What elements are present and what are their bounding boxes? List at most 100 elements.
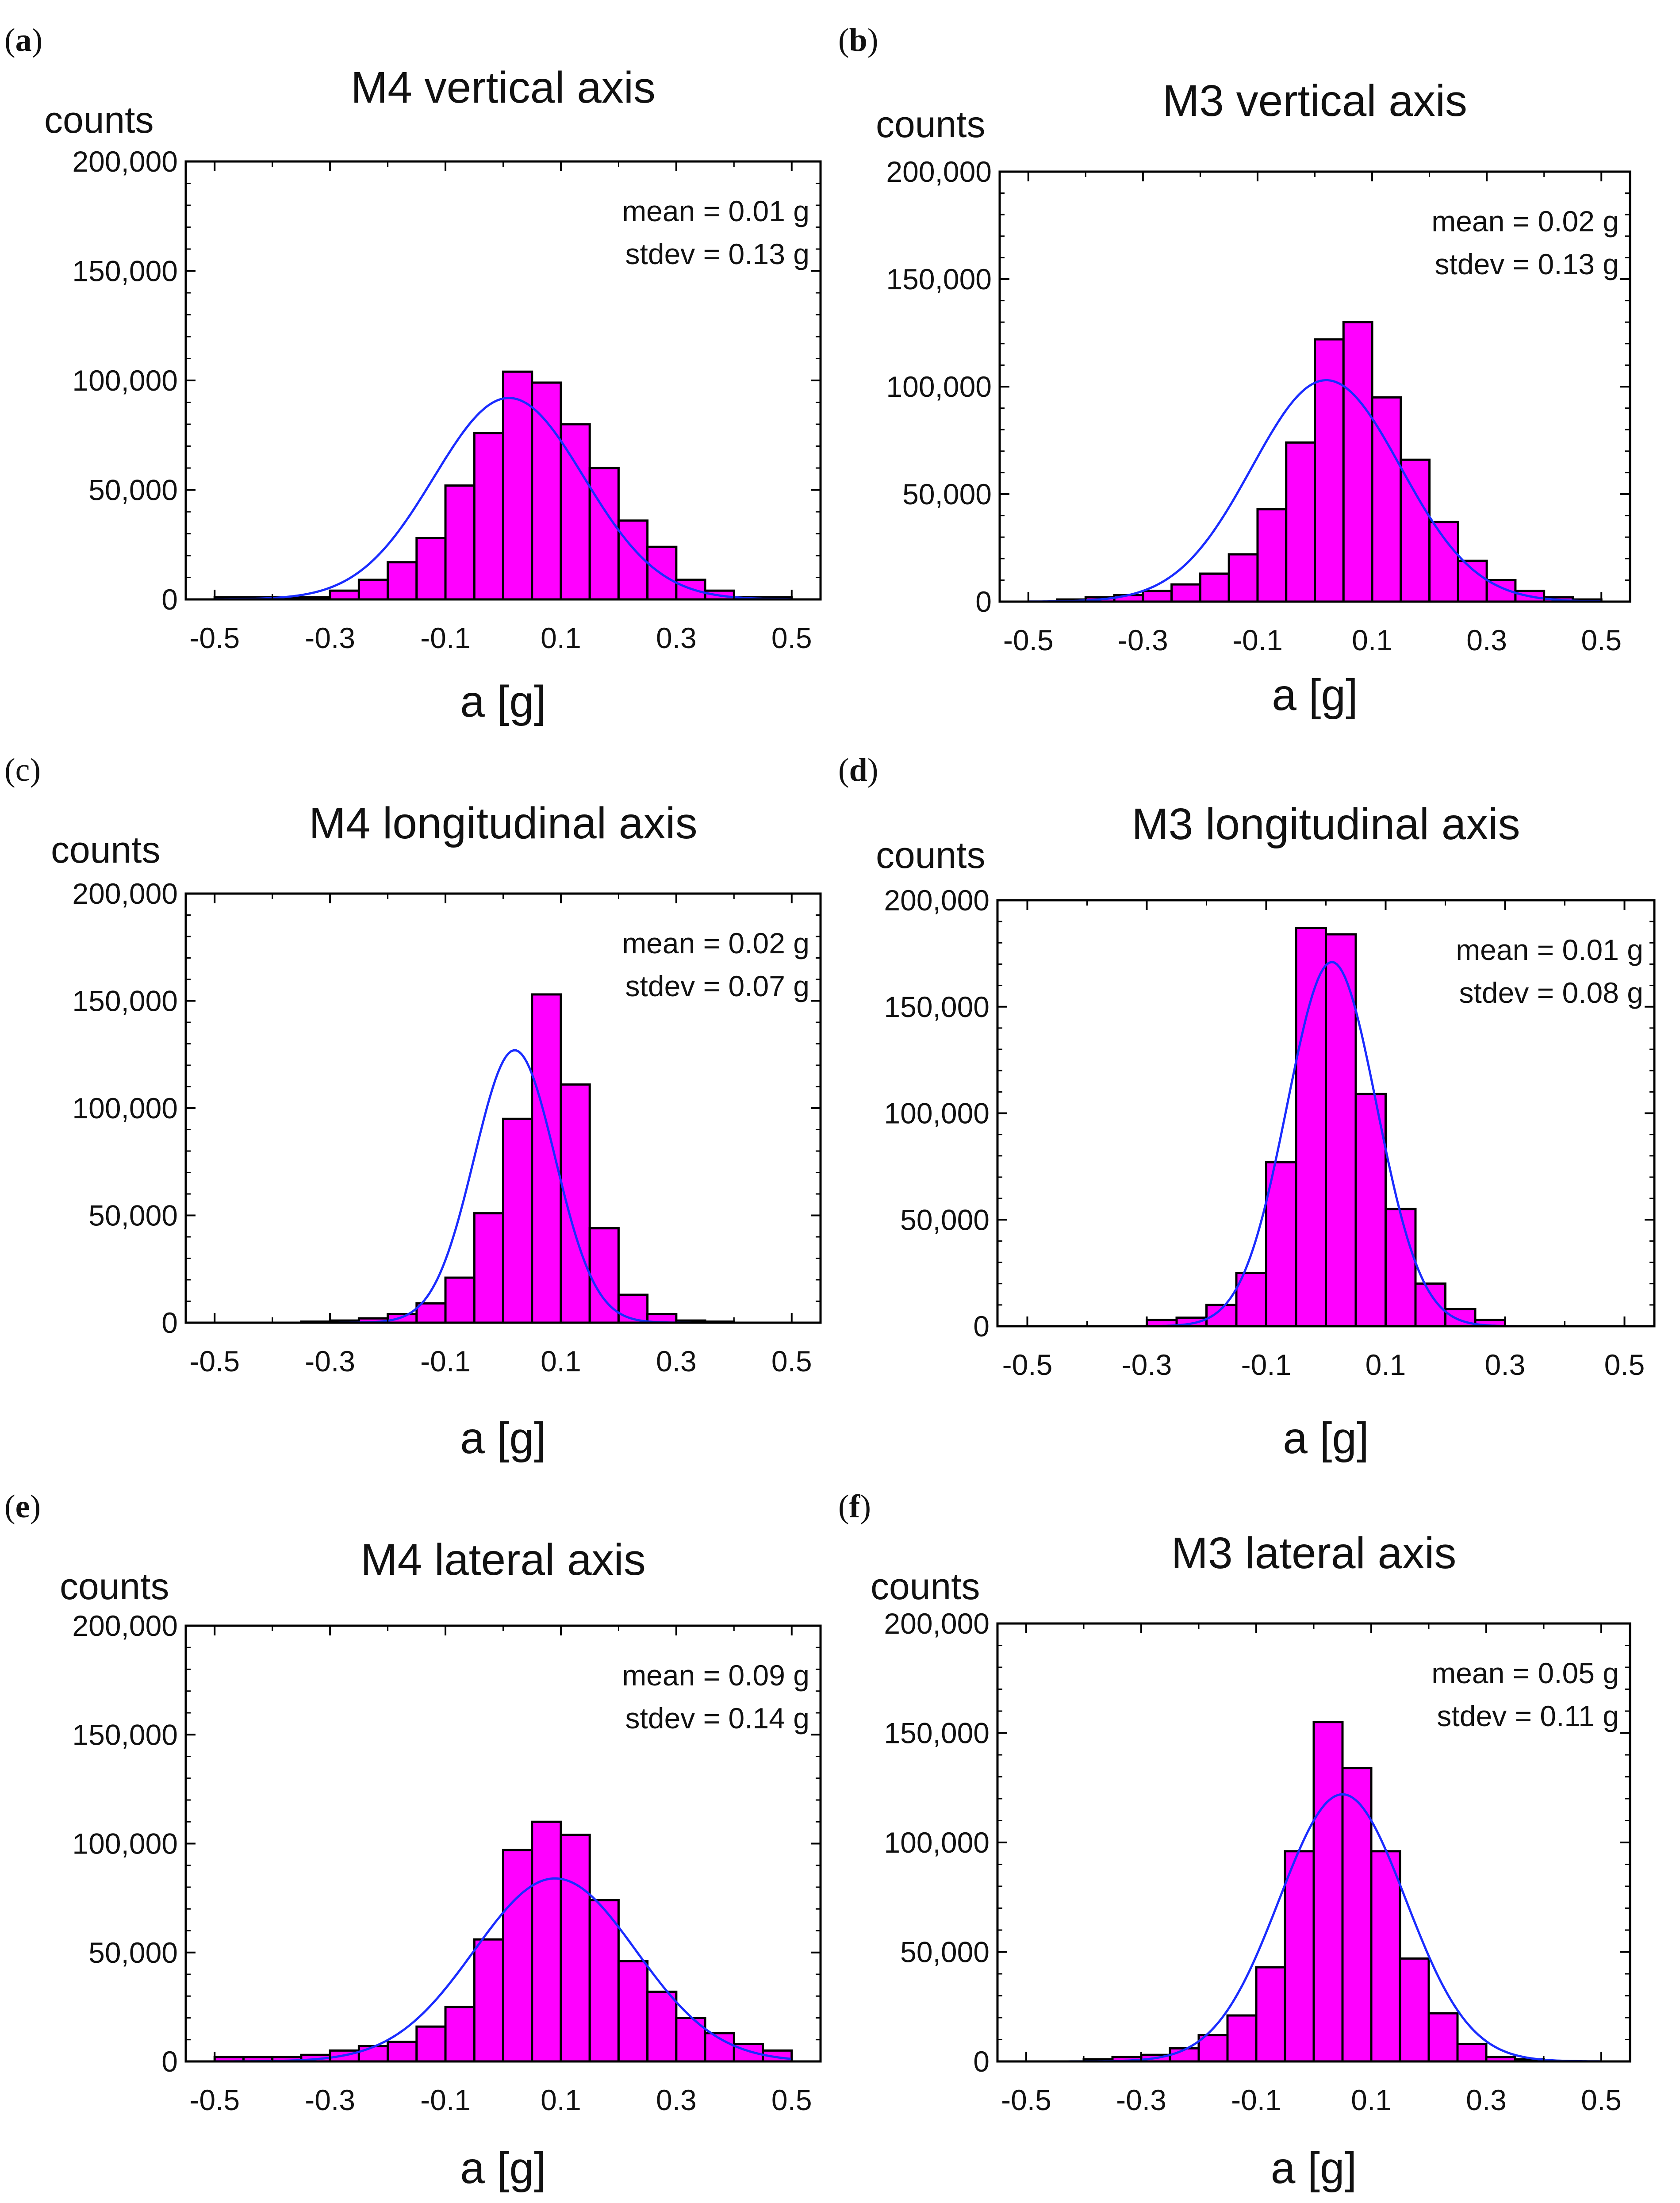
x-tick-label: 0.1 [1352,624,1392,656]
histogram-bar [1370,1850,1401,2063]
histogram-bar [1314,338,1345,603]
histogram-bar [1295,927,1327,1328]
x-tick-label: 0.1 [541,2084,581,2116]
histogram-bar [329,589,360,601]
histogram-bar [560,1834,591,2063]
y-tick-label: 150,000 [72,1718,178,1751]
chart-title: M4 longitudinal axis [309,798,697,848]
histogram-bar [473,1212,504,1324]
panel-label-close: ) [30,1489,41,1525]
histogram-bar [415,1302,447,1324]
y-tick-label: 0 [975,585,992,618]
histogram-bar [502,370,533,601]
x-tick-label: 0.5 [771,1345,812,1378]
mean-annotation: mean = 0.01 g [1456,933,1643,966]
chart-panel-a: (a) M4 vertical axis counts a [g] 0 50,000 100… [4,22,822,726]
y-tick-label: 0 [161,1306,178,1339]
histogram-bar [1427,2012,1459,2063]
x-tick-label: 0.3 [1466,624,1507,656]
histogram-bar [1457,560,1488,603]
x-tick-label: -0.3 [1118,624,1168,656]
y-tick-label: 50,000 [902,478,992,510]
histogram-bar [560,423,591,601]
x-tick-label: -0.1 [420,622,471,654]
normal-fit-curve [215,1877,792,2063]
x-tick-label: -0.3 [305,2084,355,2116]
stdev-annotation: stdev = 0.07 g [625,970,809,1002]
y-tick-label: 200,000 [884,884,990,917]
y-tick-label: 150,000 [72,255,178,288]
y-tick-label: 50,000 [900,1936,990,1969]
y-tick-label: 100,000 [72,364,178,397]
mean-annotation: mean = 0.09 g [622,1659,809,1692]
x-tick-label: -0.5 [1002,1348,1053,1381]
histogram-bar [1199,572,1230,603]
panel-label-letter: b [849,22,867,58]
histogram-bar [473,432,504,601]
histogram-bar [646,1990,678,2063]
chart-panel-d: (d) M3 longitudinal axis counts a [g] 0 50,00… [838,752,1656,1463]
panel-label-open: ( [4,752,15,788]
y-tick-label: 200,000 [884,1607,990,1640]
panel-label: (b) [838,22,878,58]
histogram-bar [415,2025,447,2063]
x-tick-label: -0.3 [305,1345,355,1378]
panel-label-close: ) [867,752,878,788]
histogram-bar [1385,1208,1417,1328]
chart-panel-c: (c) M4 longitudinal axis counts a [g] 0 50,00… [4,752,822,1463]
mean-annotation: mean = 0.01 g [622,195,809,227]
stdev-annotation: stdev = 0.13 g [625,238,809,270]
panel-label-letter: f [849,1489,861,1525]
y-tick-label: 150,000 [72,985,178,1017]
x-axis-label: a [g] [460,1413,546,1463]
y-tick-label: 0 [973,1310,990,1343]
histogram-bar [1255,1966,1286,2063]
x-tick-label: -0.1 [1232,624,1283,656]
histogram-bar [357,2045,389,2063]
x-tick-label: 0.3 [1466,2084,1507,2116]
histogram-bar [444,2006,476,2063]
histogram-bar [1325,933,1357,1328]
histogram-bar [1342,321,1373,603]
x-tick-label: -0.1 [420,1345,471,1378]
panel-label: (c) [4,752,41,788]
histogram-bar [617,1293,649,1324]
x-tick-label: 0.3 [656,622,697,654]
histogram-bar [1400,458,1431,603]
y-tick-label: 50,000 [88,1199,178,1232]
x-tick-label: 0.3 [656,2084,697,2116]
y-tick-label: 200,000 [72,1609,178,1642]
x-axis-label: a [g] [1283,1413,1369,1463]
panel-label: (d) [838,752,878,788]
histogram-bar [1256,508,1288,603]
x-tick-label: 0.5 [1581,624,1622,656]
chart-panel-b: (b) M3 vertical axis counts a [g] 0 50,000 100… [838,22,1631,720]
stdev-annotation: stdev = 0.08 g [1459,976,1643,1009]
histogram-bar [1170,583,1201,603]
y-tick-label: 200,000 [72,877,178,910]
chart-title: M3 lateral axis [1171,1528,1457,1578]
x-tick-label: -0.5 [189,1345,240,1378]
y-tick-label: 50,000 [88,474,178,507]
histogram-bar [1284,1850,1315,2063]
histogram-bar [1227,553,1259,603]
histogram-bar [1312,1721,1344,2063]
panel-label-close: ) [30,752,41,788]
histogram-bar [1414,1282,1446,1328]
chart-title: M4 vertical axis [351,63,656,112]
y-tick-label: 0 [973,2045,990,2078]
normal-fit-curve [215,397,792,601]
chart-title: M3 vertical axis [1162,76,1467,126]
y-tick-label: 100,000 [884,1097,990,1130]
mean-annotation: mean = 0.02 g [622,927,809,959]
histogram-bar [588,1899,620,2063]
x-tick-label: 0.5 [1604,1348,1645,1381]
x-axis-label: a [g] [1271,2143,1357,2193]
panel-label: (e) [4,1489,41,1525]
histogram-bar [1456,2042,1488,2063]
y-tick-label: 50,000 [88,1936,178,1969]
mean-annotation: mean = 0.02 g [1431,205,1619,238]
panel-label-letter: d [849,752,867,788]
y-axis-label: counts [876,104,986,145]
